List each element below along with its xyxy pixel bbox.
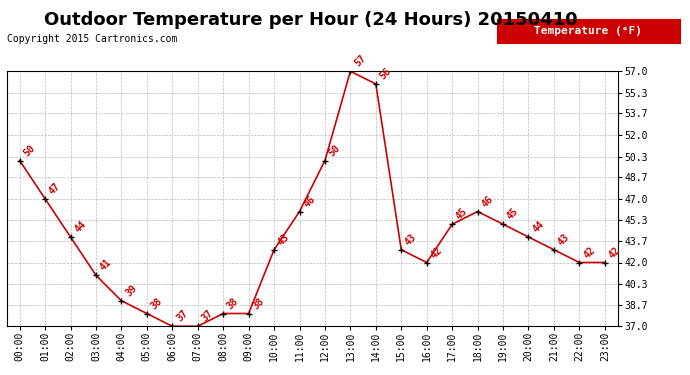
Text: 47: 47	[47, 181, 63, 196]
Text: 42: 42	[428, 244, 444, 260]
Text: 50: 50	[327, 142, 342, 158]
Text: 57: 57	[353, 53, 368, 69]
Text: Outdoor Temperature per Hour (24 Hours) 20150410: Outdoor Temperature per Hour (24 Hours) …	[43, 11, 578, 29]
Text: 56: 56	[378, 66, 393, 81]
Text: 46: 46	[480, 194, 495, 209]
Text: 37: 37	[175, 308, 190, 324]
Text: 45: 45	[454, 206, 470, 222]
Text: 38: 38	[149, 296, 164, 311]
Text: 43: 43	[556, 232, 571, 247]
Text: 43: 43	[404, 232, 419, 247]
Text: 45: 45	[505, 206, 520, 222]
Text: 42: 42	[607, 244, 622, 260]
Text: 50: 50	[21, 142, 37, 158]
Text: 46: 46	[302, 194, 317, 209]
Text: 44: 44	[72, 219, 88, 234]
Text: 44: 44	[531, 219, 546, 234]
Text: 38: 38	[225, 296, 241, 311]
Text: 41: 41	[98, 257, 113, 273]
Text: 39: 39	[124, 283, 139, 298]
Text: Temperature (°F): Temperature (°F)	[534, 26, 642, 36]
Text: 37: 37	[200, 308, 215, 324]
Text: Copyright 2015 Cartronics.com: Copyright 2015 Cartronics.com	[7, 34, 177, 44]
Text: 43: 43	[276, 232, 291, 247]
Text: 38: 38	[250, 296, 266, 311]
Text: 42: 42	[582, 244, 597, 260]
